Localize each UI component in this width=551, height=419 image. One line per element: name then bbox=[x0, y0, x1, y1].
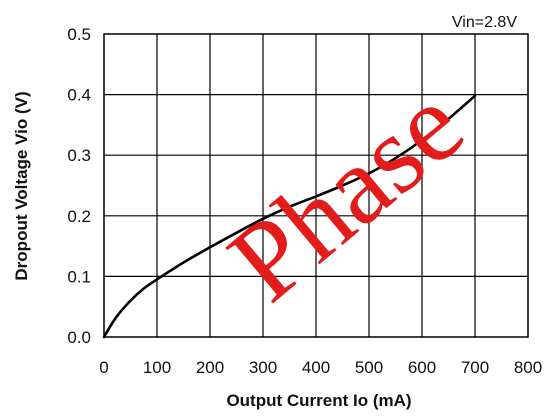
x-tick-label: 500 bbox=[355, 358, 383, 377]
y-tick-label: 0.1 bbox=[67, 267, 91, 286]
watermark: Phase bbox=[206, 62, 486, 325]
x-tick-label: 800 bbox=[514, 358, 542, 377]
grid-layer bbox=[104, 34, 528, 337]
series-line bbox=[102, 94, 477, 339]
y-axis-title: Dropout Voltage Vio (V) bbox=[12, 91, 31, 280]
x-tick-label: 600 bbox=[408, 358, 436, 377]
y-tick-labels: 0.0 0.1 0.2 0.3 0.4 0.5 bbox=[67, 25, 91, 347]
x-axis-title: Output Current Io (mA) bbox=[226, 391, 411, 410]
y-tick-label: 0.2 bbox=[67, 207, 91, 226]
y-tick-label: 0.3 bbox=[67, 146, 91, 165]
plot-frame bbox=[103, 33, 529, 338]
y-tick-label: 0.0 bbox=[67, 328, 91, 347]
y-tick-label: 0.4 bbox=[67, 86, 91, 105]
y-tick-label: 0.5 bbox=[67, 25, 91, 44]
x-tick-label: 200 bbox=[196, 358, 224, 377]
x-tick-label: 100 bbox=[143, 358, 171, 377]
x-tick-label: 700 bbox=[461, 358, 489, 377]
x-tick-label: 400 bbox=[302, 358, 330, 377]
x-tick-label: 0 bbox=[99, 358, 108, 377]
x-tick-label: 300 bbox=[249, 358, 277, 377]
vin-annotation: Vin=2.8V bbox=[452, 14, 517, 31]
x-tick-labels: 0 100 200 300 400 500 600 700 800 bbox=[99, 358, 542, 377]
